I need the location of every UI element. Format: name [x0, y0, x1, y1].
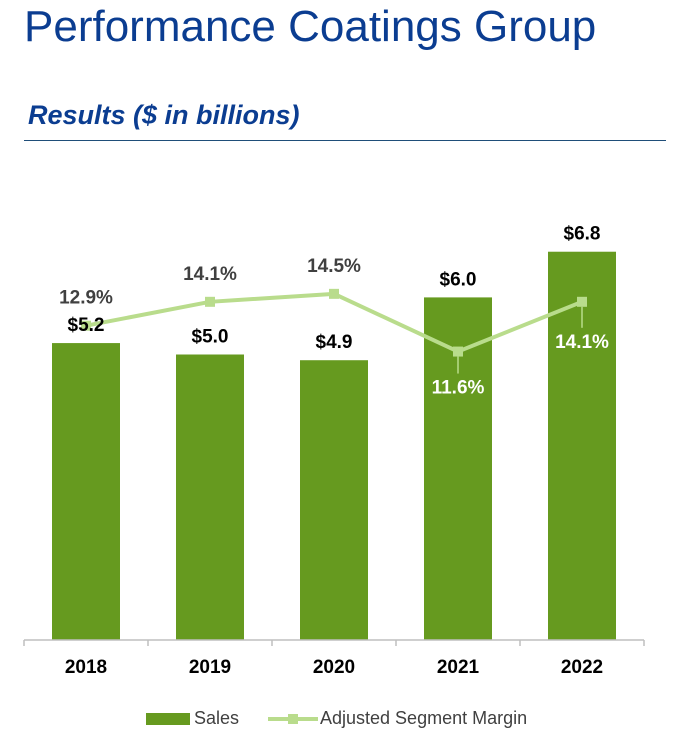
- margin-point-2019: [205, 296, 215, 307]
- section-title: Results ($ in billions): [28, 100, 300, 130]
- margin-value-label: 14.1%: [183, 264, 237, 285]
- sales-value-label: $4.9: [316, 332, 353, 353]
- sales-bar-2019: [176, 354, 244, 640]
- sales-value-label: $5.0: [192, 327, 229, 348]
- title-divider: [24, 140, 666, 141]
- legend-label-sales: Sales: [194, 708, 240, 728]
- margin-value-label: 12.9%: [59, 288, 113, 309]
- margin-value-label: 11.6%: [432, 378, 485, 399]
- chart-legend: Sales Adjusted Segment Margin: [0, 708, 677, 736]
- sales-value-label: $6.0: [440, 269, 477, 290]
- legend-item-margin: Adjusted Segment Margin: [268, 708, 527, 729]
- x-tick-label: 2018: [65, 657, 107, 678]
- x-tick-label: 2019: [189, 657, 231, 678]
- sales-bar-2020: [300, 360, 368, 640]
- x-tick-label: 2020: [313, 657, 355, 678]
- legend-item-sales: Sales: [146, 708, 239, 729]
- margin-point-2021: [453, 346, 463, 357]
- margin-value-label: 14.5%: [307, 256, 361, 277]
- sales-bar-2018: [52, 343, 120, 640]
- margin-value-label: 14.1%: [555, 332, 609, 353]
- margin-point-2020: [329, 288, 339, 299]
- sales-bars: [52, 251, 616, 640]
- x-tick-label: 2021: [437, 657, 480, 678]
- legend-label-margin: Adjusted Segment Margin: [320, 708, 528, 728]
- x-tick-label: 2022: [561, 657, 603, 678]
- page-title: Performance Coatings Group: [24, 2, 597, 51]
- data-labels: $5.2 $5.0 $4.9 $6.0 $6.8 12.9% 14.1% 14.5% 11.6%…: [59, 224, 609, 399]
- sales-value-label: $5.2: [68, 315, 105, 336]
- sales-value-label: $6.8: [564, 224, 601, 245]
- margin-point-2018: [81, 320, 91, 331]
- margin-line: [81, 288, 587, 357]
- margin-point-2022: [577, 296, 587, 307]
- x-axis: 2018 2019 2020 2021 2022: [23, 639, 645, 678]
- legend-swatch-margin: [268, 713, 318, 725]
- legend-swatch-sales: [146, 712, 190, 725]
